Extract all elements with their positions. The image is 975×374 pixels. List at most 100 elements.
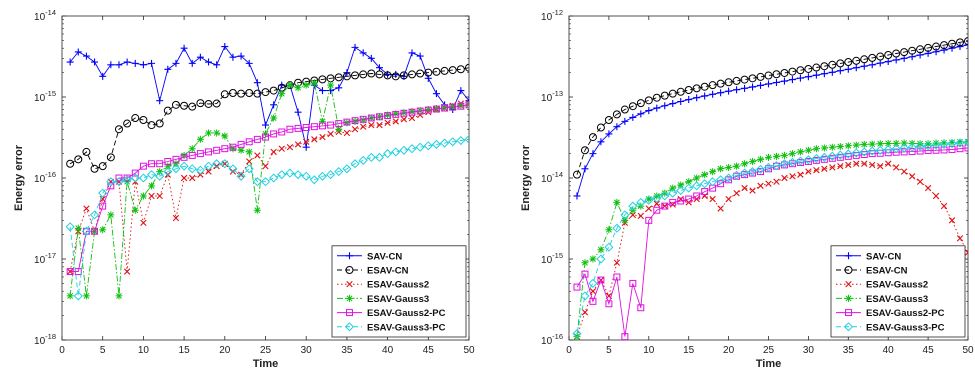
data-point xyxy=(205,129,213,137)
data-point xyxy=(869,161,876,169)
legend-label: SAV-CN xyxy=(866,251,901,262)
data-point xyxy=(220,90,229,99)
data-point xyxy=(685,178,693,186)
series-line xyxy=(70,104,469,272)
data-point xyxy=(327,130,334,138)
data-point xyxy=(343,129,351,137)
data-point xyxy=(432,67,441,76)
y-tick-exponent: -14 xyxy=(45,8,56,17)
data-point xyxy=(668,89,677,98)
data-point xyxy=(131,206,139,214)
data-point xyxy=(375,113,383,121)
data-point xyxy=(408,108,416,116)
data-point xyxy=(837,162,844,170)
legend-entry: SAV-CN xyxy=(337,251,402,262)
data-point xyxy=(923,141,933,151)
x-tick-label: 5 xyxy=(606,345,612,356)
data-point xyxy=(637,304,645,312)
data-point xyxy=(374,152,385,162)
x-tick-label: 20 xyxy=(219,345,231,356)
data-point xyxy=(877,162,884,170)
data-point xyxy=(278,145,285,152)
data-point xyxy=(384,112,392,120)
data-point xyxy=(319,133,326,141)
data-point xyxy=(747,167,758,177)
data-point xyxy=(868,53,877,62)
data-point xyxy=(780,151,788,159)
data-point xyxy=(66,292,74,300)
data-point xyxy=(685,96,693,104)
data-point xyxy=(327,81,335,89)
data-point xyxy=(253,135,261,143)
data-point xyxy=(932,42,941,51)
data-point xyxy=(716,79,725,88)
data-point xyxy=(717,165,725,173)
legend-marker xyxy=(845,309,852,317)
data-point xyxy=(781,174,788,182)
data-point xyxy=(796,74,804,82)
data-point xyxy=(765,80,772,88)
data-point xyxy=(392,110,400,118)
x-tick-label: 40 xyxy=(883,345,895,356)
data-point xyxy=(597,246,605,254)
data-point xyxy=(156,97,164,105)
data-point xyxy=(741,160,749,168)
data-point xyxy=(285,168,295,178)
y-tick-label: 10-15 xyxy=(34,89,56,104)
data-point xyxy=(408,114,416,122)
data-point xyxy=(107,61,115,69)
data-point xyxy=(131,169,139,177)
x-tick-label: 45 xyxy=(423,345,435,356)
data-point xyxy=(278,90,286,98)
data-point xyxy=(229,53,237,61)
data-point xyxy=(342,72,351,81)
data-point xyxy=(293,170,303,180)
y-axis-label: Energy error xyxy=(13,144,25,211)
data-point xyxy=(851,148,861,158)
data-point xyxy=(302,124,310,131)
data-point xyxy=(424,68,433,77)
data-point xyxy=(203,161,214,171)
data-point xyxy=(852,141,860,149)
data-point xyxy=(180,101,189,110)
data-point xyxy=(457,102,465,110)
data-point xyxy=(139,116,148,125)
data-point xyxy=(621,117,629,125)
data-point xyxy=(708,177,718,187)
data-point xyxy=(359,70,368,79)
data-point xyxy=(956,235,964,242)
data-point xyxy=(883,144,893,155)
data-point xyxy=(811,153,821,164)
data-point xyxy=(588,278,598,288)
data-point xyxy=(820,62,829,71)
data-point xyxy=(580,146,589,155)
legend-marker xyxy=(344,322,355,332)
data-point xyxy=(122,175,132,185)
data-point xyxy=(245,148,253,156)
x-tick-label: 40 xyxy=(382,345,394,356)
data-point xyxy=(669,198,677,206)
legend-label: ESAV-Gauss3 xyxy=(866,294,928,305)
data-point xyxy=(956,145,964,153)
data-point xyxy=(351,117,359,125)
y-tick-base: 10 xyxy=(541,255,553,266)
data-point xyxy=(278,128,286,136)
series-line xyxy=(576,141,968,334)
data-point xyxy=(138,173,148,183)
data-point xyxy=(900,148,908,156)
data-point xyxy=(963,137,968,147)
data-point xyxy=(916,45,925,54)
x-tick-label: 15 xyxy=(179,345,191,356)
data-point xyxy=(725,176,733,184)
data-point xyxy=(732,170,742,180)
data-point xyxy=(172,160,180,168)
data-point xyxy=(693,192,701,200)
data-point xyxy=(262,133,269,141)
y-tick-exponent: -14 xyxy=(552,170,563,179)
data-point xyxy=(269,86,278,95)
data-point xyxy=(772,79,780,87)
data-point xyxy=(147,121,156,130)
data-point xyxy=(924,184,932,192)
data-point xyxy=(653,206,661,214)
legend-marker xyxy=(346,281,353,288)
